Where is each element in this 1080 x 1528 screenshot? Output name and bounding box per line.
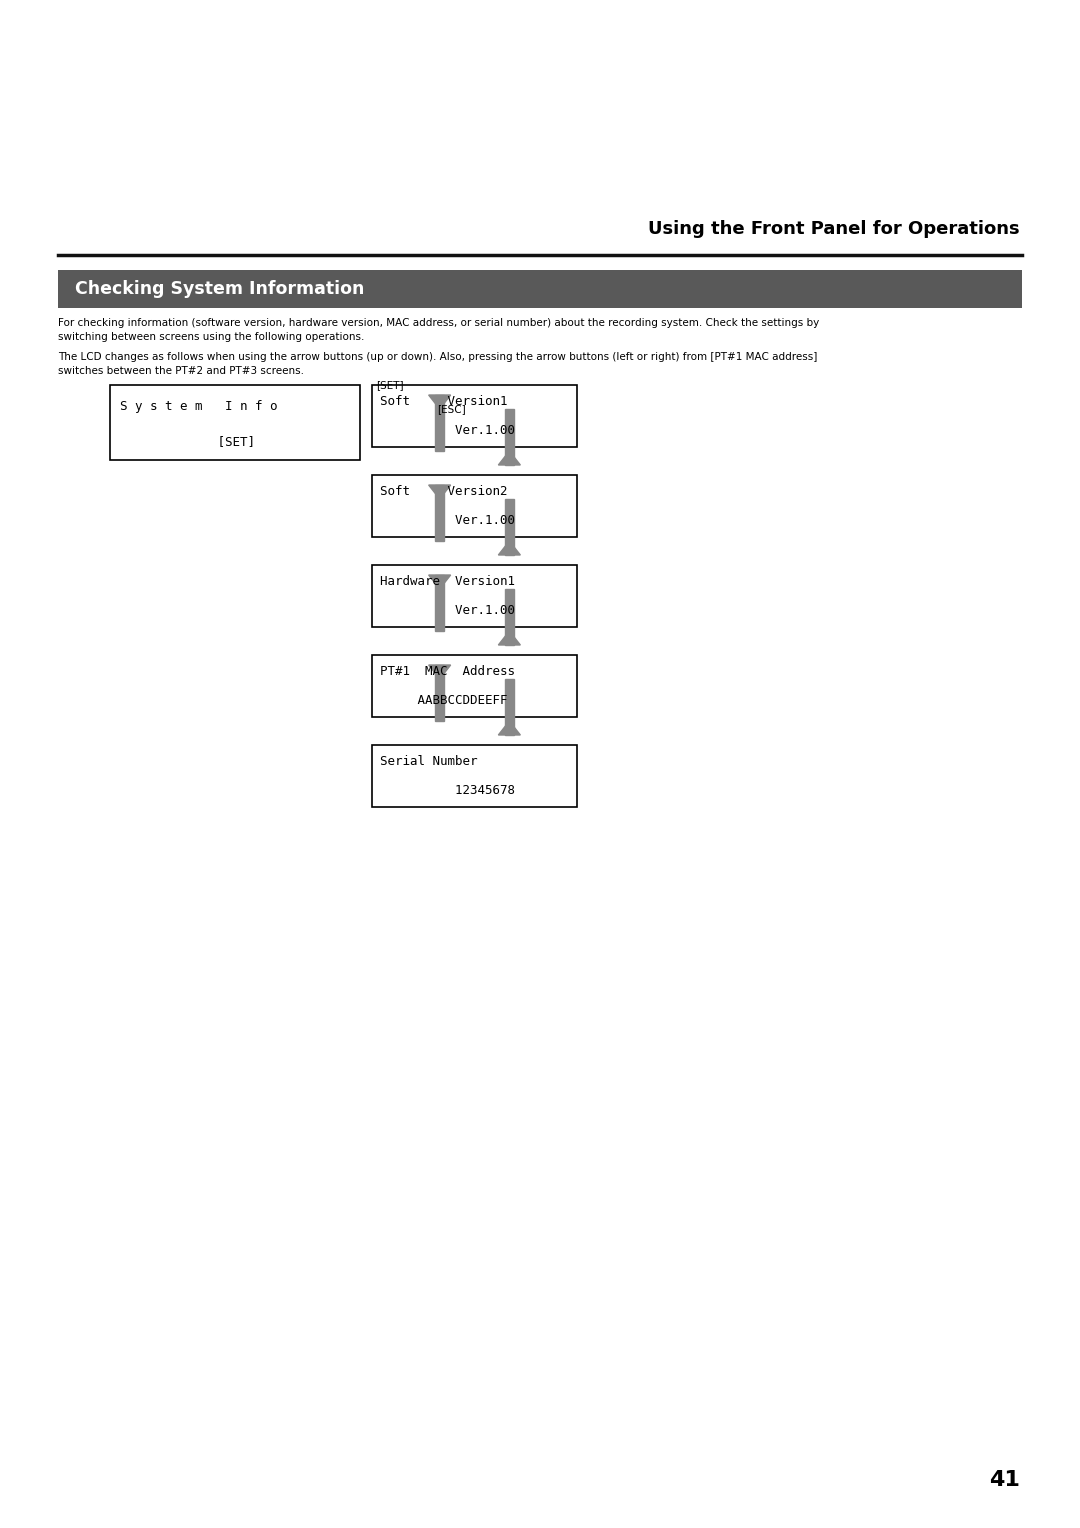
Text: Ver.1.00: Ver.1.00 [380,513,515,527]
Polygon shape [429,484,450,500]
Text: For checking information (software version, hardware version, MAC address, or se: For checking information (software versi… [58,318,820,342]
Polygon shape [504,410,514,465]
Polygon shape [435,665,444,721]
Polygon shape [504,500,514,555]
Text: Soft     Version2: Soft Version2 [380,484,508,498]
Polygon shape [386,423,408,440]
Text: [SET]: [SET] [120,435,255,448]
FancyBboxPatch shape [372,475,577,536]
Polygon shape [498,721,521,735]
Polygon shape [408,428,453,437]
Polygon shape [435,396,444,451]
FancyBboxPatch shape [110,385,360,460]
Text: Ver.1.00: Ver.1.00 [380,423,515,437]
Text: 12345678: 12345678 [380,784,515,798]
Text: [ESC]: [ESC] [437,403,465,414]
FancyBboxPatch shape [372,565,577,626]
Text: Serial Number: Serial Number [380,755,477,769]
Text: Checking System Information: Checking System Information [75,280,364,298]
FancyBboxPatch shape [372,746,577,807]
Polygon shape [430,400,453,416]
Polygon shape [498,451,521,465]
Text: [SET]: [SET] [376,380,404,390]
Polygon shape [498,631,521,645]
Polygon shape [435,484,444,541]
FancyBboxPatch shape [372,385,577,448]
Text: AABBCCDDEEFF: AABBCCDDEEFF [380,694,508,707]
Text: S y s t e m   I n f o: S y s t e m I n f o [120,400,278,413]
Polygon shape [429,575,450,588]
Text: Using the Front Panel for Operations: Using the Front Panel for Operations [648,220,1020,238]
Text: 41: 41 [989,1470,1020,1490]
Polygon shape [435,575,444,631]
Text: Hardware  Version1: Hardware Version1 [380,575,515,588]
Polygon shape [504,588,514,645]
Polygon shape [429,396,450,410]
Text: PT#1  MAC  Address: PT#1 MAC Address [380,665,515,678]
Polygon shape [386,403,430,413]
Text: Soft     Version1: Soft Version1 [380,396,508,408]
Polygon shape [498,541,521,555]
Text: Ver.1.00: Ver.1.00 [380,604,515,617]
Text: The LCD changes as follows when using the arrow buttons (up or down). Also, pres: The LCD changes as follows when using th… [58,351,818,376]
Polygon shape [429,665,450,678]
FancyBboxPatch shape [372,656,577,717]
Polygon shape [504,678,514,735]
FancyBboxPatch shape [58,270,1022,309]
